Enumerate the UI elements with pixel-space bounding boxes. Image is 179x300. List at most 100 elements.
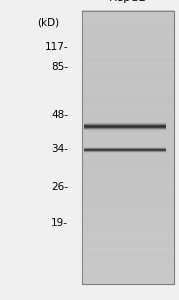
Bar <box>82 20 174 24</box>
Bar <box>84 148 166 149</box>
Bar <box>84 123 166 124</box>
Bar <box>82 150 174 154</box>
Text: 85-: 85- <box>51 62 68 73</box>
Bar <box>84 149 166 150</box>
Bar <box>84 127 166 128</box>
Bar <box>84 125 166 126</box>
Bar <box>82 232 174 236</box>
Bar <box>84 147 166 148</box>
Bar <box>82 256 174 260</box>
Bar <box>82 263 174 266</box>
Bar <box>82 215 174 219</box>
Bar <box>84 148 166 149</box>
Bar <box>82 229 174 232</box>
Bar <box>82 48 174 51</box>
Bar <box>82 225 174 229</box>
Bar <box>84 129 166 130</box>
Bar <box>82 160 174 164</box>
Bar <box>82 133 174 137</box>
Bar <box>84 152 166 153</box>
Bar <box>82 130 174 133</box>
Bar <box>84 122 166 123</box>
Text: 34-: 34- <box>51 143 68 154</box>
Bar <box>82 102 174 106</box>
Bar <box>82 259 174 263</box>
Bar <box>84 149 166 150</box>
Bar <box>82 266 174 270</box>
Bar <box>84 124 166 125</box>
Bar <box>82 24 174 28</box>
Bar <box>82 188 174 191</box>
Bar <box>82 106 174 110</box>
Bar <box>82 249 174 253</box>
Bar <box>82 218 174 222</box>
Bar <box>82 239 174 242</box>
Bar <box>82 253 174 256</box>
Bar <box>82 201 174 205</box>
Bar <box>84 150 166 151</box>
Bar <box>82 58 174 62</box>
Bar <box>82 95 174 99</box>
Bar <box>84 126 166 127</box>
Bar <box>82 10 174 14</box>
Bar <box>82 280 174 284</box>
Bar <box>82 154 174 157</box>
Bar <box>82 51 174 55</box>
Bar <box>82 205 174 208</box>
Bar <box>84 125 166 126</box>
Bar <box>82 167 174 171</box>
Bar <box>84 151 166 152</box>
Bar <box>82 27 174 31</box>
Bar <box>82 184 174 188</box>
Bar <box>82 174 174 178</box>
Bar <box>84 128 166 129</box>
Text: 19-: 19- <box>51 218 68 229</box>
Bar <box>82 68 174 72</box>
Bar <box>82 208 174 212</box>
Bar <box>82 41 174 45</box>
Bar <box>82 140 174 144</box>
Bar <box>82 82 174 85</box>
Bar <box>82 89 174 92</box>
Bar <box>82 65 174 68</box>
Bar <box>82 143 174 147</box>
Bar <box>84 148 166 149</box>
Bar <box>82 123 174 127</box>
Bar <box>82 55 174 58</box>
Bar <box>84 129 166 130</box>
Bar <box>84 123 166 124</box>
Bar <box>82 273 174 277</box>
Bar <box>82 194 174 198</box>
Bar <box>82 236 174 239</box>
Bar <box>82 136 174 140</box>
Bar <box>82 171 174 174</box>
Bar <box>82 191 174 195</box>
Text: 117-: 117- <box>44 41 68 52</box>
Bar <box>82 147 174 150</box>
Bar <box>82 126 174 130</box>
Bar <box>84 124 166 125</box>
Text: 26-: 26- <box>51 182 68 193</box>
Bar <box>84 149 166 150</box>
Bar <box>84 126 166 127</box>
Bar <box>82 119 174 123</box>
Text: 48-: 48- <box>51 110 68 121</box>
Text: HepG2: HepG2 <box>109 0 147 3</box>
Bar <box>82 14 174 17</box>
Bar <box>82 34 174 38</box>
Bar <box>82 157 174 161</box>
Bar <box>82 11 174 284</box>
Bar <box>84 147 166 148</box>
Bar <box>84 128 166 129</box>
Bar <box>84 152 166 153</box>
Bar <box>82 177 174 181</box>
Bar <box>82 181 174 184</box>
Bar <box>82 38 174 41</box>
Bar <box>82 246 174 249</box>
Bar <box>82 222 174 226</box>
Bar <box>84 122 166 123</box>
Bar <box>82 92 174 96</box>
Bar <box>84 147 166 148</box>
Bar <box>82 164 174 167</box>
Bar <box>84 150 166 151</box>
